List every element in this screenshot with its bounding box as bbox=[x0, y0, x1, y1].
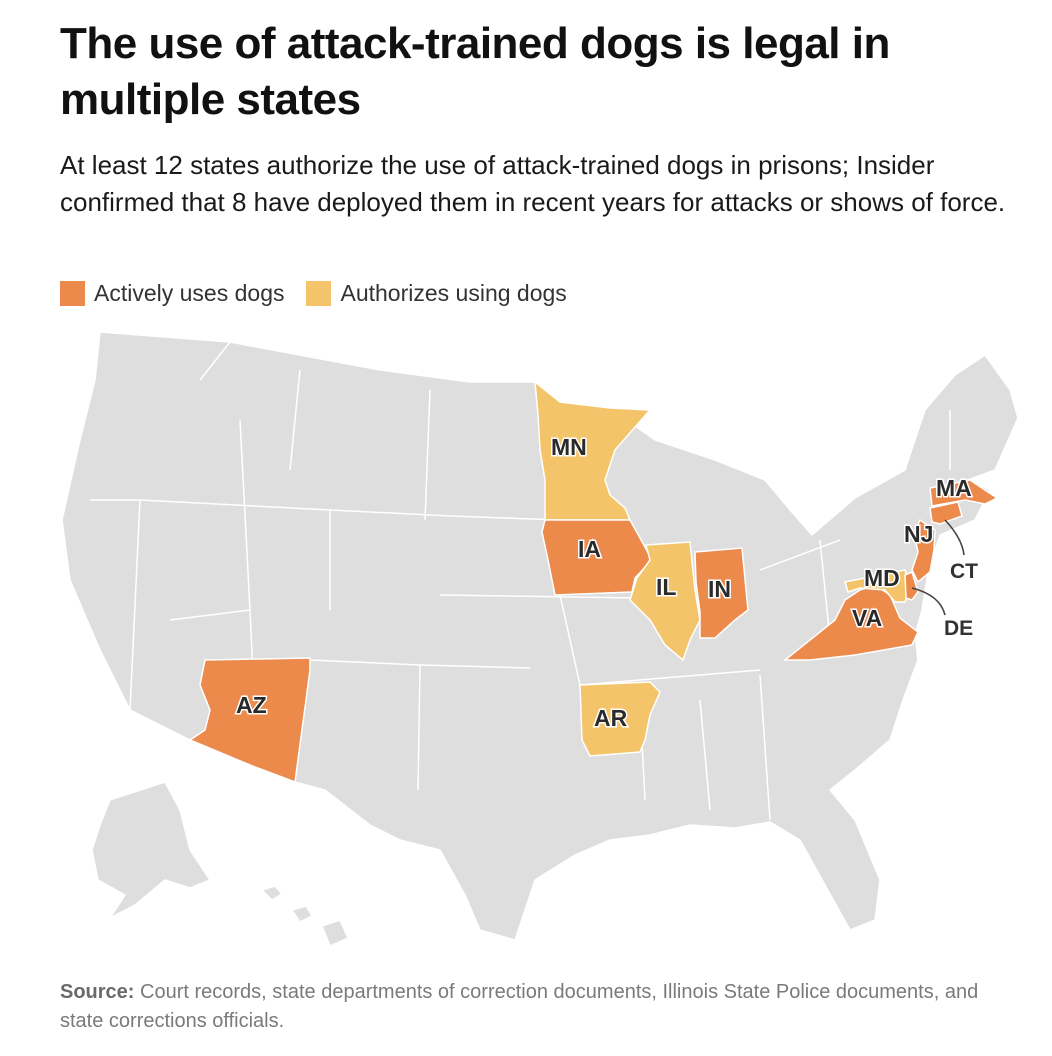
source-note: Source: Court records, state departments… bbox=[60, 978, 1020, 1036]
state-shape-il bbox=[629, 541, 701, 662]
legend-label-authorized: Authorizes using dogs bbox=[340, 279, 567, 306]
state-label-de: DE bbox=[944, 617, 973, 640]
contiguous-us-shape bbox=[61, 331, 1019, 941]
legend-label-active: Actively uses dogs bbox=[94, 279, 285, 306]
state-label-md: MD bbox=[864, 565, 900, 591]
legend-swatch-active bbox=[60, 280, 85, 306]
state-labels: MN IA IL IN AZ AR VA MD NJ MA CT DE bbox=[235, 433, 979, 733]
legend-item-authorized: Authorizes using dogs bbox=[306, 279, 567, 307]
state-label-in: IN bbox=[708, 576, 731, 602]
state-shape-ar bbox=[579, 681, 661, 757]
state-label-ma: MA bbox=[936, 475, 972, 501]
state-label-ar: AR bbox=[594, 705, 628, 731]
source-text: Court records, state departments of corr… bbox=[60, 981, 979, 1032]
state-shape-in bbox=[694, 547, 749, 639]
callout-lines bbox=[911, 519, 965, 616]
highlighted-states bbox=[188, 380, 999, 784]
state-shape-az bbox=[188, 657, 311, 784]
state-label-il: IL bbox=[656, 574, 676, 600]
state-shape-nj bbox=[911, 518, 936, 584]
state-shape-de bbox=[904, 570, 919, 601]
chart-subtitle: At least 12 states authorize the use of … bbox=[60, 150, 1006, 217]
base-map bbox=[61, 331, 1019, 948]
legend-swatch-authorized bbox=[306, 280, 332, 306]
callout-line-de bbox=[911, 587, 946, 616]
border-lines bbox=[90, 341, 951, 821]
state-label-nj: NJ bbox=[904, 521, 933, 547]
state-shape-ia bbox=[541, 519, 653, 596]
state-label-ia: IA bbox=[578, 536, 601, 562]
hawaii-shape bbox=[260, 885, 349, 948]
legend: Actively uses dogs Authorizes using dogs bbox=[60, 276, 589, 310]
alaska-shape bbox=[91, 781, 212, 920]
legend-item-active: Actively uses dogs bbox=[60, 280, 284, 307]
us-map: MN IA IL IN AZ AR VA MD NJ MA CT DE bbox=[61, 331, 1019, 948]
state-label-az: AZ bbox=[236, 692, 267, 718]
base-state-borders bbox=[90, 341, 951, 821]
source-label: Source: bbox=[60, 981, 135, 1003]
state-shape-mn bbox=[534, 380, 652, 521]
state-shape-ct bbox=[929, 501, 963, 525]
state-label-va: VA bbox=[852, 605, 882, 631]
callout-line-ct bbox=[944, 519, 965, 556]
chart-title: The use of attack-trained dogs is legal … bbox=[60, 19, 890, 124]
state-label-ct: CT bbox=[950, 560, 978, 583]
state-label-mn: MN bbox=[551, 434, 587, 460]
state-shape-ma bbox=[929, 479, 999, 507]
